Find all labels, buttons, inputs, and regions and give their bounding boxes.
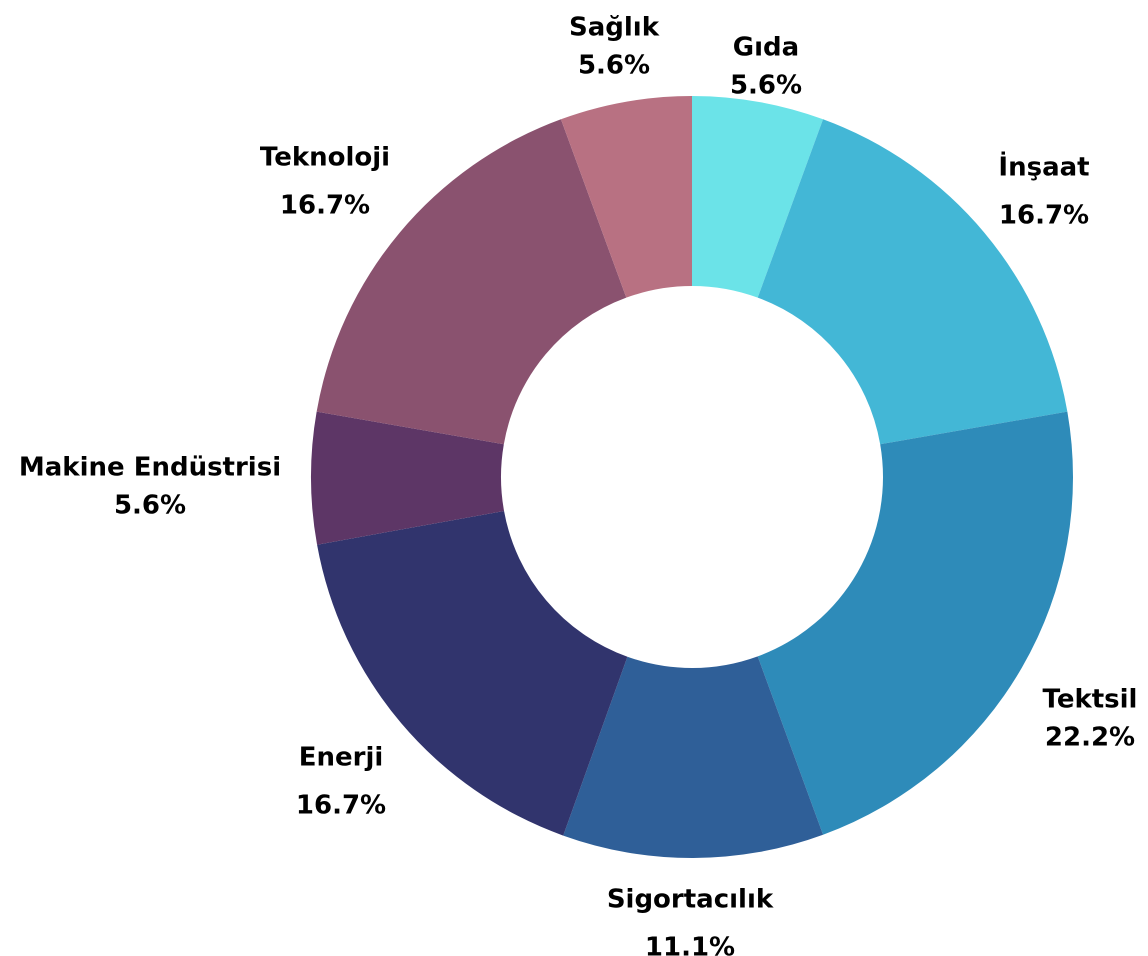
slice-label-sigortacilik: Sigortacılık (607, 885, 774, 915)
slice-label-teknoloji: Teknoloji (260, 143, 390, 173)
slice-makine-endustrisi (311, 411, 505, 545)
slice-value-gida: 5.6% (730, 71, 802, 101)
slice-value-sigortacilik: 11.1% (645, 933, 735, 956)
slice-label-gida: Gıda (733, 33, 799, 63)
slice-label-saglik: Sağlık (569, 13, 660, 43)
slice-value-teknoloji: 16.7% (280, 191, 370, 221)
slice-value-tektsil: 22.2% (1045, 723, 1135, 753)
slice-gida (692, 96, 824, 298)
slice-value-saglik: 5.6% (578, 51, 650, 81)
slice-label-tektsil: Tektsil (1043, 685, 1138, 715)
slice-sigortacilik (563, 656, 824, 858)
slice-saglik (560, 96, 692, 298)
slice-label-enerji: Enerji (299, 743, 384, 773)
slice-value-enerji: 16.7% (296, 791, 386, 821)
slice-labels: Gıda 5.6% İnşaat 16.7% Tektsil 22.2% Sigortacı… (19, 13, 1138, 956)
slice-value-insaat: 16.7% (999, 201, 1089, 231)
slice-label-makine-endustrisi: Makine Endüstrisi (19, 453, 281, 483)
slice-tektsil (757, 411, 1073, 835)
slice-label-insaat: İnşaat (998, 151, 1089, 183)
slice-teknoloji (316, 119, 627, 445)
slice-value-makine-endustrisi: 5.6% (114, 491, 186, 521)
slice-enerji (317, 510, 628, 836)
donut-slices (311, 96, 1073, 858)
slice-insaat (757, 119, 1068, 445)
